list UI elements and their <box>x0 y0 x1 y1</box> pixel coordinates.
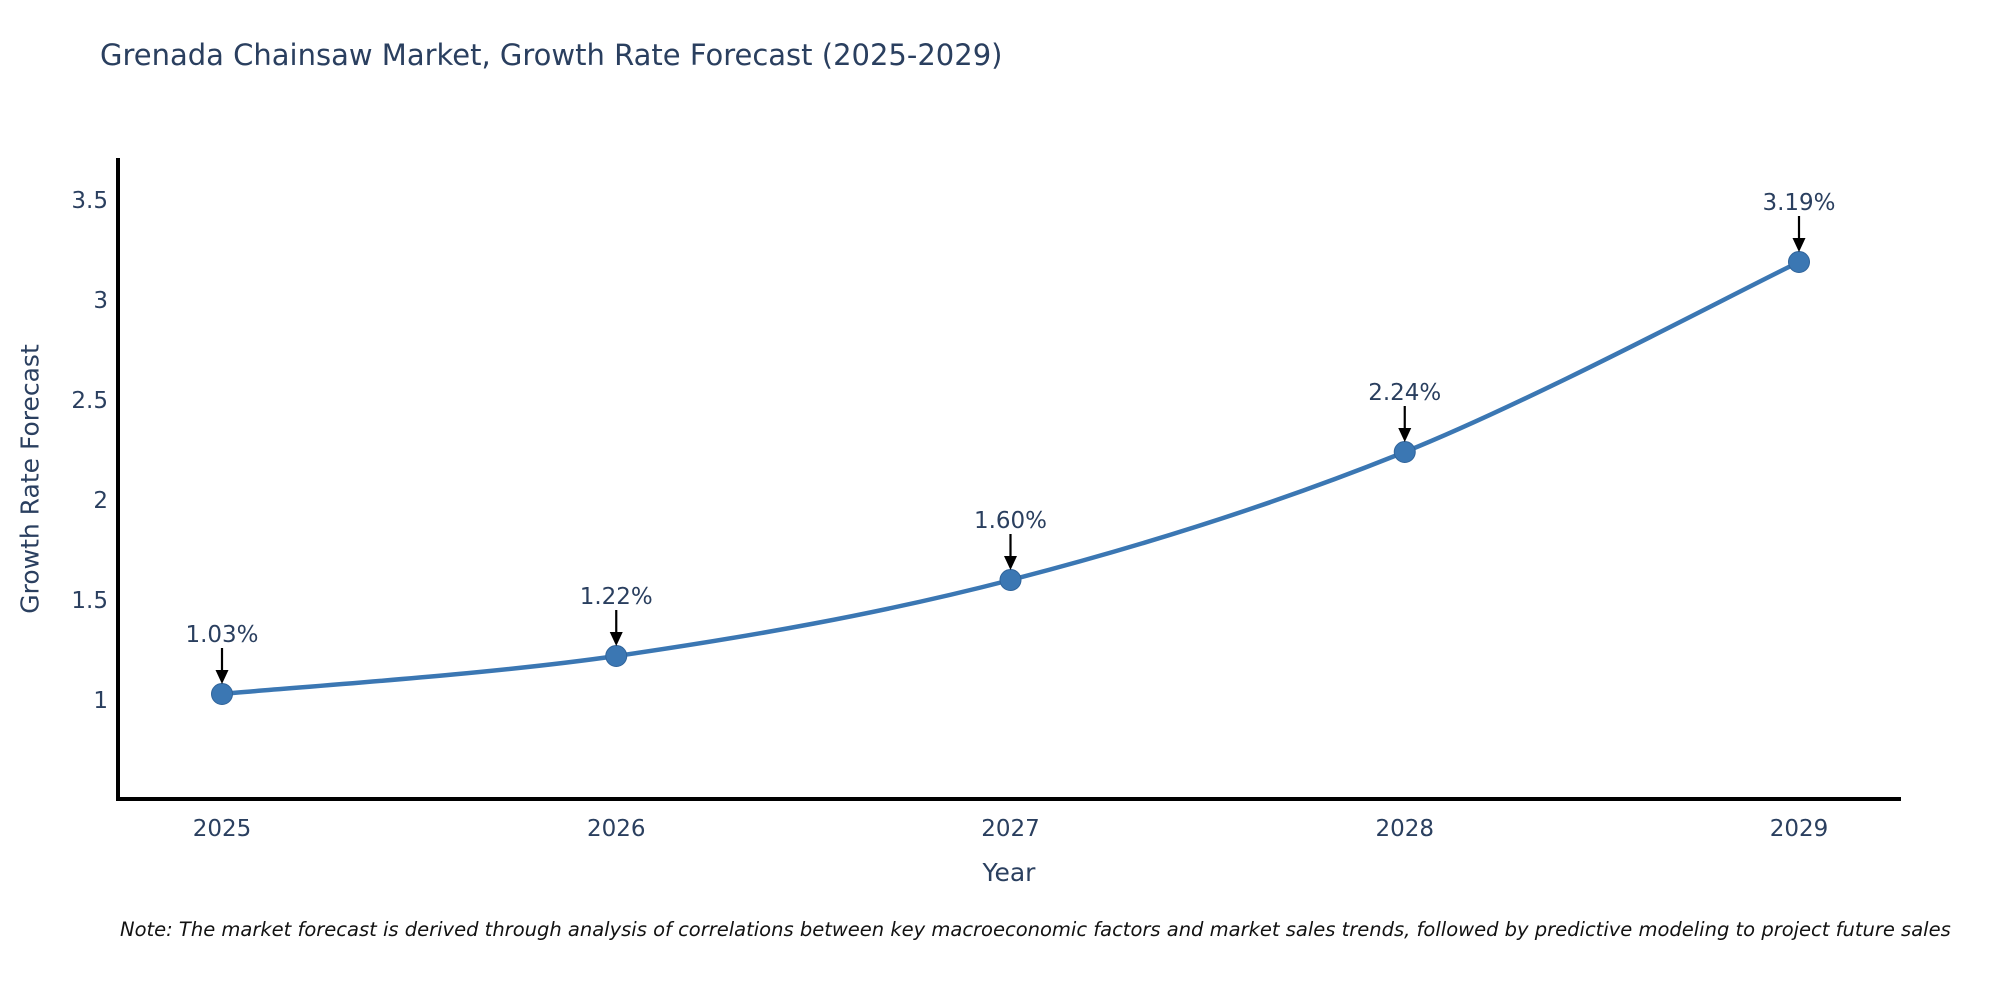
x-tick-label: 2028 <box>1375 816 1434 842</box>
data-point-marker[interactable] <box>211 683 233 705</box>
annotation-label: 1.60% <box>974 508 1047 534</box>
y-tick-label: 3 <box>93 288 108 314</box>
annotation-label: 1.03% <box>185 622 258 648</box>
data-point-marker[interactable] <box>1393 441 1416 463</box>
data-point-marker[interactable] <box>1788 251 1810 273</box>
x-tick-label: 2029 <box>1770 816 1829 842</box>
annotation-label: 2.24% <box>1368 380 1441 406</box>
annotation-arrowhead <box>1792 238 1806 252</box>
annotation-arrowhead <box>609 632 623 646</box>
footnote: Note: The market forecast is derived thr… <box>120 918 1951 941</box>
y-tick-label: 1 <box>93 688 108 714</box>
y-tick-label: 2.5 <box>71 388 108 414</box>
x-tick-label: 2025 <box>193 816 252 842</box>
y-tick-label: 1.5 <box>71 588 108 614</box>
x-tick-label: 2026 <box>587 816 646 842</box>
data-point-marker[interactable] <box>999 569 1022 591</box>
series-line <box>219 259 1802 697</box>
axes-spines <box>116 158 1901 801</box>
x-axis-title: Year <box>982 858 1036 887</box>
x-tick-label: 2027 <box>981 816 1040 842</box>
annotation-arrowhead <box>1004 556 1017 570</box>
y-tick-label: 2 <box>93 488 108 514</box>
annotation-label: 1.22% <box>580 584 653 610</box>
data-point-marker[interactable] <box>605 645 628 667</box>
chart-title: Grenada Chainsaw Market, Growth Rate For… <box>100 38 1003 72</box>
y-tick-label: 3.5 <box>71 188 108 214</box>
annotation-arrowhead <box>215 670 229 684</box>
annotation-arrowhead <box>1398 428 1412 442</box>
annotation-label: 3.19% <box>1762 190 1835 216</box>
